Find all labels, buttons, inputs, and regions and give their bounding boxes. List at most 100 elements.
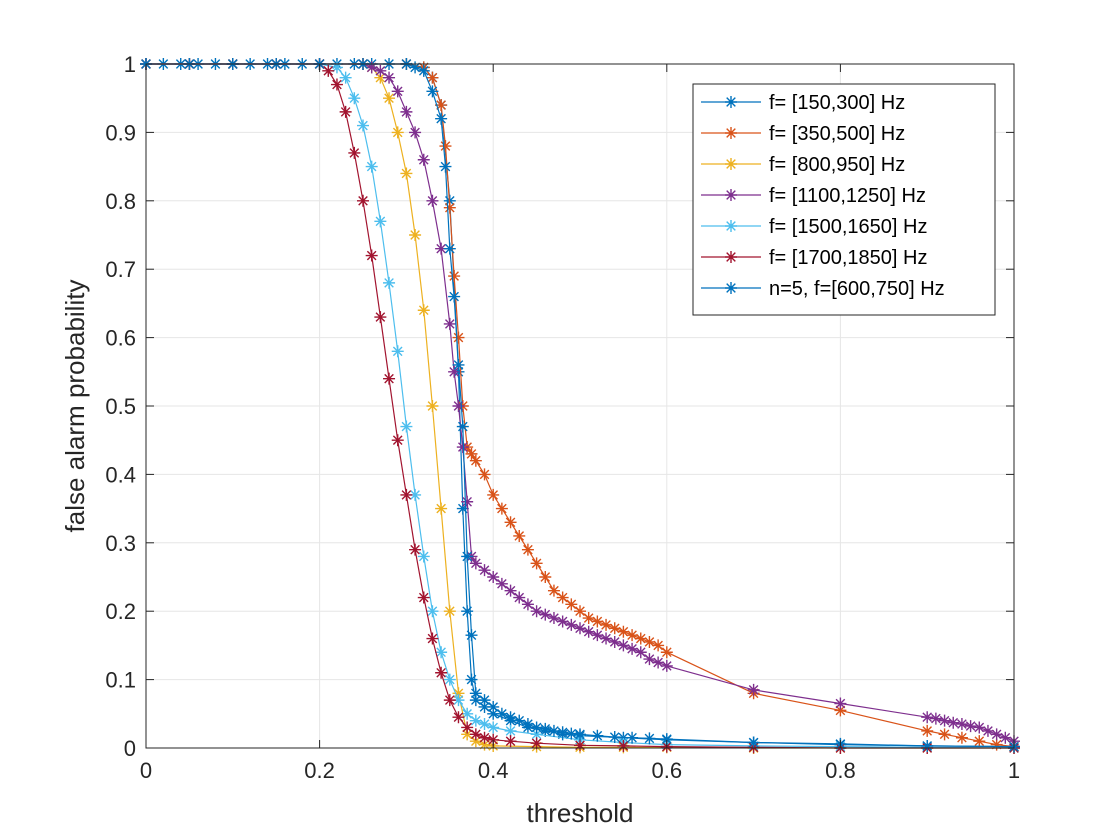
data-point [521,543,534,556]
legend-entry: f= [1700,1850] Hz [701,247,927,269]
x-tick-label: 0.8 [825,758,856,783]
data-point [574,739,586,752]
legend-entry: f= [800,950] Hz [701,154,905,176]
data-point [574,728,586,741]
legend-marker [725,282,737,294]
data-point [591,729,604,742]
data-point [443,694,456,707]
data-point [530,605,543,618]
y-tick-label: 0.9 [105,120,136,145]
data-point [465,629,478,642]
legend-entry: f= [350,500] Hz [701,123,905,145]
legend-label: f= [1100,1250] Hz [769,185,926,207]
data-point [591,629,604,642]
data-point [400,488,413,501]
data-point [504,735,517,748]
data-point [348,146,361,159]
legend-marker [725,220,737,232]
data-point [330,61,343,74]
data-point [469,714,482,727]
data-point [409,488,422,501]
data-point [426,400,439,412]
data-point [435,646,448,659]
data-point [435,242,448,255]
data-point [456,420,469,433]
data-point [439,160,452,173]
data-point [547,724,560,737]
legend: f= [150,300] Hz f= [350,500] Hz f= [800,95… [692,83,996,316]
data-point [448,365,461,378]
data-point [600,618,613,631]
data-point [417,64,430,77]
data-point [973,735,986,748]
data-point [409,543,422,556]
data-point [374,71,387,84]
data-point [643,732,656,745]
data-point [521,718,534,731]
data-point [981,724,994,737]
data-point [461,550,474,563]
data-point [443,605,456,618]
data-point [417,153,430,166]
data-point [452,694,465,707]
data-point [530,721,543,734]
data-point [383,71,396,84]
data-point [365,61,378,74]
data-point [634,646,647,659]
data-point [652,656,665,669]
data-point [456,441,469,454]
data-point [565,618,578,631]
data-point [339,105,352,118]
data-point [443,242,456,255]
data-point [461,728,474,741]
data-point [469,687,482,700]
data-point [365,249,378,262]
data-point [747,736,760,749]
data-point [617,739,630,752]
data-point [456,502,469,515]
data-point [643,635,656,648]
data-point [999,731,1012,744]
data-point [417,304,430,317]
data-point [955,718,968,731]
data-point [452,400,465,412]
data-point [357,194,369,207]
data-point [400,420,413,433]
data-point [608,635,621,648]
x-axis-label: threshold [527,798,634,828]
data-point [617,639,630,652]
data-point [626,629,639,642]
x-tick-label: 0 [140,758,152,783]
legend-label: f= [150,300] Hz [769,92,905,114]
legend-entry: n=5, f=[600,750] Hz [701,278,945,300]
data-point [448,270,461,283]
data-point [660,659,673,672]
y-tick-label: 0.1 [105,668,136,693]
data-point [435,502,448,515]
data-point [443,317,456,330]
legend-label: f= [350,500] Hz [769,123,905,145]
data-point [478,694,491,707]
data-point [921,711,934,724]
data-point [929,712,942,725]
data-point [383,276,396,289]
data-point [469,694,482,707]
data-point [626,642,639,655]
data-point [495,707,508,720]
data-point [469,728,482,741]
y-tick-label: 0.7 [105,257,136,282]
y-tick-label: 1 [124,52,136,77]
data-point [348,92,361,105]
data-point [469,557,482,570]
legend-marker [725,96,737,108]
y-tick-label: 0.3 [105,531,136,556]
data-point [504,711,517,724]
data-point [478,468,491,481]
legend-label: f= [1700,1850] Hz [769,247,927,269]
data-point [626,731,639,744]
data-point [747,683,760,696]
data-point [409,61,422,74]
data-point [391,85,404,98]
data-point [452,331,465,344]
